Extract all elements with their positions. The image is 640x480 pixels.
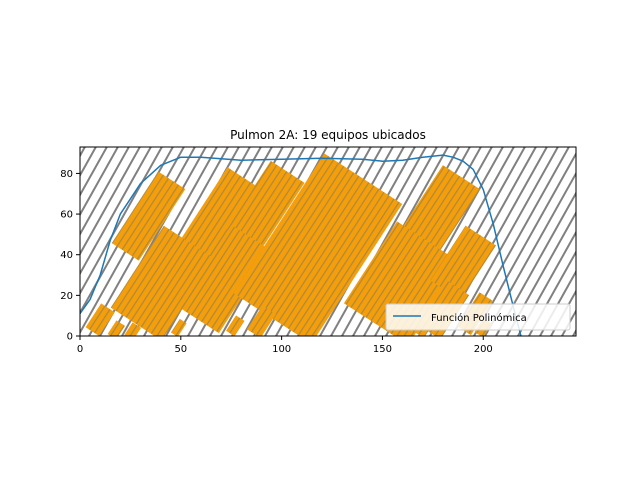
equipment-3 xyxy=(226,160,305,252)
equipment-11 xyxy=(107,320,125,336)
hatch-line xyxy=(572,328,576,336)
x-axis: 0 50 100 150 200 xyxy=(77,336,493,355)
x-tick-label: 200 xyxy=(474,344,493,355)
hatch-line xyxy=(0,147,8,336)
y-tick-label: 60 xyxy=(60,210,73,221)
hatch-line xyxy=(80,147,108,197)
hatch-line xyxy=(584,147,640,336)
y-tick-label: 20 xyxy=(60,291,73,302)
hatch-line xyxy=(0,147,52,336)
hatch-line xyxy=(80,147,141,256)
plot-area xyxy=(0,147,640,336)
equipment-12 xyxy=(123,322,142,336)
equipment-1 xyxy=(111,171,186,261)
series-line-0 xyxy=(80,154,522,336)
x-tick-label: 150 xyxy=(373,344,392,355)
equipment-group xyxy=(85,153,497,336)
equipment-6 xyxy=(233,153,403,336)
hatch-line xyxy=(0,147,19,336)
equipment-5 xyxy=(178,225,273,334)
equipment-2 xyxy=(180,167,262,261)
legend-box xyxy=(385,303,571,331)
hatch-line xyxy=(80,147,163,296)
equipment-13 xyxy=(170,318,187,336)
hatch-line xyxy=(80,147,119,217)
equipment-10 xyxy=(85,303,115,336)
y-tick-label: 0 xyxy=(67,332,73,343)
plot-frame xyxy=(79,146,577,337)
legend: Función Polinómica xyxy=(385,303,571,331)
equipment-15 xyxy=(246,305,276,336)
equipment-14 xyxy=(226,315,245,336)
series-lines xyxy=(80,154,522,336)
hatch-line xyxy=(80,147,130,237)
x-tick-label: 50 xyxy=(174,344,187,355)
x-tick-label: 0 xyxy=(77,344,83,355)
y-tick-label: 80 xyxy=(60,169,73,180)
hatch-line xyxy=(0,147,41,336)
legend-label-series-0: Función Polinómica xyxy=(431,312,527,324)
chart-title: Pulmon 2A: 19 equipos ubicados xyxy=(230,128,426,142)
hatch-line xyxy=(0,147,30,336)
hatch-line xyxy=(80,147,152,276)
hatch-line xyxy=(0,147,63,336)
equipment-8 xyxy=(343,221,462,336)
equipment-4 xyxy=(110,225,215,336)
y-axis: 0 20 40 60 80 xyxy=(60,169,80,343)
y-tick-label: 40 xyxy=(60,250,73,261)
x-tick-label: 100 xyxy=(272,344,291,355)
